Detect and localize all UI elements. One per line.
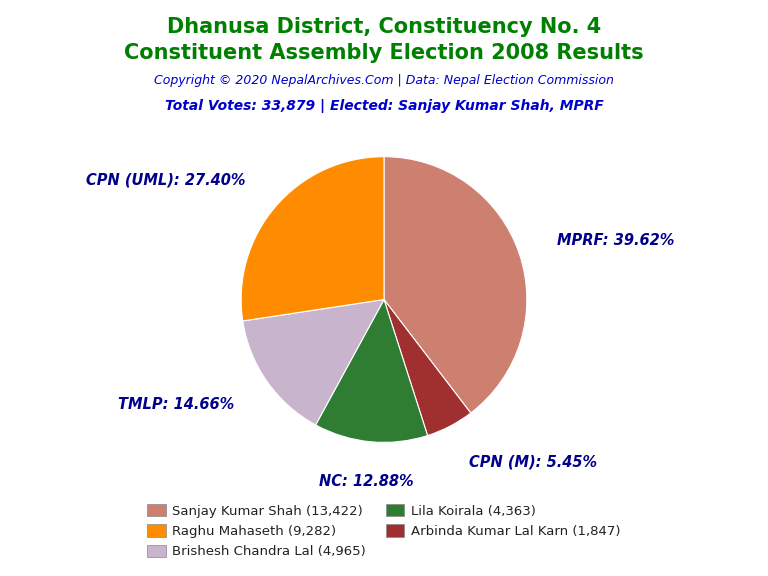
- Text: CPN (M): 5.45%: CPN (M): 5.45%: [468, 454, 597, 469]
- Wedge shape: [243, 300, 384, 425]
- Wedge shape: [384, 300, 471, 435]
- Text: Total Votes: 33,879 | Elected: Sanjay Kumar Shah, MPRF: Total Votes: 33,879 | Elected: Sanjay Ku…: [164, 99, 604, 113]
- Text: CPN (UML): 27.40%: CPN (UML): 27.40%: [86, 173, 245, 188]
- Text: Constituent Assembly Election 2008 Results: Constituent Assembly Election 2008 Resul…: [124, 43, 644, 63]
- Legend: Sanjay Kumar Shah (13,422), Raghu Mahaseth (9,282), Brishesh Chandra Lal (4,965): Sanjay Kumar Shah (13,422), Raghu Mahase…: [142, 498, 626, 564]
- Wedge shape: [316, 300, 428, 442]
- Text: MPRF: 39.62%: MPRF: 39.62%: [558, 233, 674, 248]
- Wedge shape: [241, 157, 384, 321]
- Text: NC: 12.88%: NC: 12.88%: [319, 474, 414, 489]
- Text: Dhanusa District, Constituency No. 4: Dhanusa District, Constituency No. 4: [167, 17, 601, 37]
- Text: Copyright © 2020 NepalArchives.Com | Data: Nepal Election Commission: Copyright © 2020 NepalArchives.Com | Dat…: [154, 74, 614, 87]
- Wedge shape: [384, 157, 527, 413]
- Text: TMLP: 14.66%: TMLP: 14.66%: [118, 397, 234, 412]
